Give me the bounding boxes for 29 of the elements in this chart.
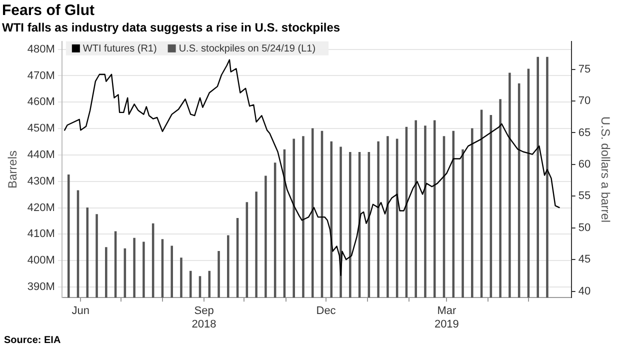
y2-tick-label: 60 bbox=[578, 158, 591, 170]
y-tick-label: 420M bbox=[27, 202, 55, 214]
y-axis-title: Barrels bbox=[6, 150, 20, 189]
y-tick-label: 410M bbox=[27, 228, 55, 240]
y2-tick-label: 55 bbox=[578, 190, 591, 202]
y2-tick-label: 65 bbox=[578, 126, 591, 139]
y-tick-label: 470M bbox=[27, 70, 55, 82]
y-tick-label: 480M bbox=[27, 43, 55, 56]
x-tick-label: Mar 2019 bbox=[434, 305, 459, 330]
y2-tick-label: 50 bbox=[578, 222, 591, 234]
y2-tick-label: 40 bbox=[578, 285, 591, 298]
legend-label: WTI futures (R1) bbox=[82, 44, 157, 55]
source-note: Source: EIA bbox=[4, 334, 61, 346]
y2-tick-label: 75 bbox=[578, 63, 591, 76]
y-tick-label: 430M bbox=[27, 175, 55, 188]
y2-axis-title: U.S. dollars a barrel bbox=[598, 116, 612, 223]
y-tick-label: 440M bbox=[27, 149, 55, 162]
x-tick-label: Dec bbox=[316, 305, 336, 318]
y2-tick-label: 45 bbox=[578, 254, 591, 266]
chart-subtitle: WTI falls as industry data suggests a rise in U.S. stockpiles bbox=[2, 20, 340, 35]
x-tick-label: Sep 2018 bbox=[192, 305, 216, 330]
y2-tick-label: 70 bbox=[578, 95, 591, 108]
x-tick-label: Jun bbox=[72, 305, 90, 318]
legend-label: U.S. stockpiles on 5/24/19 (L1) bbox=[178, 44, 316, 55]
y-tick-label: 450M bbox=[27, 122, 55, 135]
chart-title: Fears of Glut bbox=[2, 2, 95, 20]
y-tick-label: 400M bbox=[27, 254, 55, 267]
y-tick-label: 460M bbox=[27, 96, 55, 108]
y-tick-label: 390M bbox=[27, 281, 55, 294]
